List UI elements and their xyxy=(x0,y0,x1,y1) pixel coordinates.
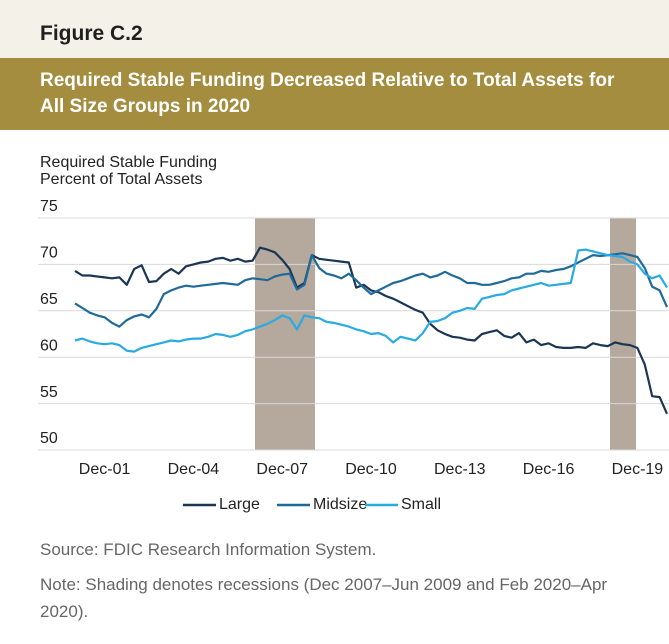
legend-label: Small xyxy=(401,496,441,513)
y-tick-label: 65 xyxy=(40,291,58,308)
series-line xyxy=(74,246,669,415)
x-tick-label: Dec-07 xyxy=(256,461,308,478)
y-tick-label: 75 xyxy=(40,198,58,215)
legend-label: Midsize xyxy=(313,496,367,513)
chart-title: Required Stable Funding Decreased Relati… xyxy=(40,70,615,117)
notes: Source: FDIC Research Information System… xyxy=(40,536,630,633)
legend-item: Midsize xyxy=(277,496,367,513)
figure-header: Figure C.2 xyxy=(0,0,669,58)
x-tick-label: Dec-16 xyxy=(523,461,575,478)
x-tick-label: Dec-19 xyxy=(612,461,664,478)
legend-item: Small xyxy=(365,496,441,513)
x-tick-label: Dec-10 xyxy=(345,461,397,478)
title-band: Required Stable Funding Decreased Relati… xyxy=(0,58,669,130)
legend-item: Large xyxy=(183,496,260,513)
series-line xyxy=(74,248,668,353)
y-axis-label: Required Stable Funding xyxy=(40,154,217,171)
footnote: Note: Shading denotes recessions (Dec 20… xyxy=(40,575,608,621)
y-tick-label: 50 xyxy=(40,430,58,447)
chart: Required Stable Funding Percent of Total… xyxy=(38,154,669,513)
y-tick-label: 70 xyxy=(40,245,58,262)
y-tick-label: 55 xyxy=(40,384,58,401)
source-note: Source: FDIC Research Information System… xyxy=(40,540,377,559)
x-tick-label: Dec-04 xyxy=(168,461,220,478)
x-tick-label: Dec-13 xyxy=(434,461,486,478)
series-line xyxy=(74,252,669,328)
y-axis-label: Percent of Total Assets xyxy=(40,171,202,188)
x-tick-label: Dec-01 xyxy=(79,461,131,478)
recession-shading xyxy=(255,218,315,450)
figure-label: Figure C.2 xyxy=(40,22,143,45)
y-tick-label: 60 xyxy=(40,337,58,354)
legend-label: Large xyxy=(219,496,260,513)
